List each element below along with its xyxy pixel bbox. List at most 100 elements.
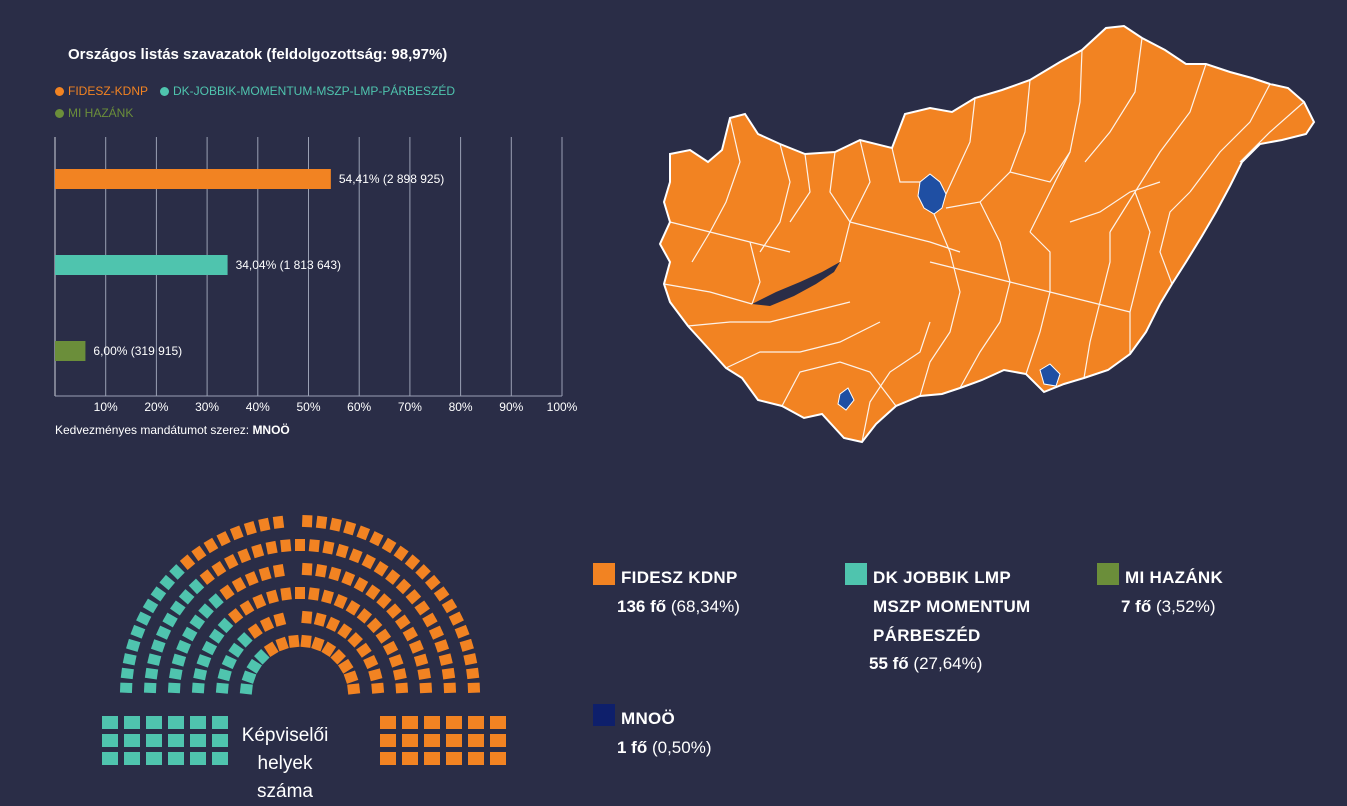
seat: [221, 654, 237, 670]
seat: [366, 617, 383, 634]
seat: [217, 617, 234, 634]
seat: [301, 562, 313, 576]
seat: [337, 623, 353, 639]
legend-label: MI HAZÁNK: [68, 106, 134, 120]
seat: [241, 670, 257, 684]
seat: [443, 682, 457, 694]
seat: [251, 543, 265, 559]
district-border: [691, 117, 741, 263]
seat: [168, 716, 184, 729]
district-border: [669, 221, 791, 253]
seat: [441, 667, 456, 680]
seat-legend-fidesz: FIDESZ KDNP 136 fő (68,34%): [593, 563, 813, 623]
seat: [313, 612, 327, 627]
seat-legend-mnoo: MNOÖ 1 fő (0,50%): [593, 704, 793, 758]
seat: [295, 539, 305, 551]
seat-legend-swatch: [593, 563, 615, 585]
map-outline: [658, 24, 1316, 444]
district-border: [849, 139, 871, 223]
x-tick-label: 70%: [398, 400, 422, 414]
seat: [356, 642, 372, 658]
x-tick-label: 40%: [246, 400, 270, 414]
seat-legend-count: 55 fő (27,64%): [869, 654, 983, 673]
seat: [301, 610, 313, 624]
seat-legend-name: FIDESZ KDNP: [621, 568, 738, 587]
seat: [448, 611, 464, 626]
seat: [402, 734, 418, 747]
seat: [441, 598, 458, 614]
district-border: [1239, 101, 1305, 163]
bar-data-label: 54,41% (2 898 925): [339, 172, 444, 186]
x-tick-label: 50%: [296, 400, 320, 414]
district-border: [789, 153, 811, 223]
seat: [273, 612, 287, 627]
seat: [146, 752, 162, 765]
seat: [468, 734, 484, 747]
seat: [308, 587, 320, 601]
pecs-highlight: [837, 387, 855, 411]
seat: [263, 641, 279, 658]
district-border: [687, 301, 851, 327]
seat: [120, 667, 134, 680]
district-border: [1109, 63, 1207, 233]
seat: [224, 554, 239, 570]
district-border: [759, 143, 791, 253]
district-border: [663, 283, 753, 305]
seat: [265, 540, 278, 555]
legend-item-opposition: DK-JOBBIK-MOMENTUM-MSZP-LMP-PÁRBESZÉD: [160, 84, 455, 98]
hungary-map: [658, 24, 1316, 444]
legend-dot: [160, 86, 169, 96]
seat: [272, 564, 285, 578]
district-border: [1129, 191, 1151, 354]
seat: [212, 716, 228, 729]
seat: [196, 654, 212, 668]
seat: [393, 545, 409, 562]
seat: [259, 616, 275, 632]
seat: [243, 521, 257, 536]
legend-item-fidesz: FIDESZ-KDNP: [55, 84, 148, 98]
seat-legend-count: 1 fő (0,50%): [617, 738, 712, 757]
seat: [424, 574, 441, 591]
seat: [167, 682, 181, 694]
seat: [368, 668, 383, 682]
szeged-highlight: [1039, 363, 1061, 387]
seat: [193, 668, 208, 681]
seat: [394, 614, 411, 630]
seat: [124, 716, 140, 729]
seat: [237, 632, 253, 648]
seat-legend-name: DK JOBBIK LMP MSZP MOMENTUM PÁRBESZÉD: [873, 568, 1031, 645]
seat: [216, 531, 231, 547]
seat-legend-swatch: [845, 563, 867, 585]
seat: [347, 683, 361, 695]
seat: [325, 616, 341, 632]
legend-label: DK-JOBBIK-MOMENTUM-MSZP-LMP-PÁRBESZÉD: [173, 84, 456, 98]
seat: [237, 548, 252, 564]
seat: [345, 600, 361, 616]
seat: [375, 628, 392, 644]
seat: [415, 564, 431, 580]
district-border: [849, 221, 961, 253]
seat: [490, 734, 506, 747]
seat: [156, 625, 172, 640]
bar: [55, 255, 228, 275]
bar-data-label: 34,04% (1 813 643): [236, 258, 341, 272]
seat: [422, 612, 438, 628]
seat: [246, 658, 263, 674]
seat: [190, 716, 206, 729]
seat: [201, 640, 218, 656]
district-border: [829, 151, 851, 263]
district-border: [725, 321, 881, 369]
seat: [385, 569, 401, 585]
seat: [321, 641, 337, 658]
district-border: [781, 361, 897, 407]
district-border: [929, 261, 1131, 313]
seat: [170, 600, 186, 616]
seat: [217, 668, 232, 682]
seat: [392, 668, 407, 681]
seat: [433, 586, 450, 602]
seat: [191, 682, 205, 694]
legend-item-mihazank: MI HAZÁNK: [55, 106, 133, 120]
seat: [382, 640, 399, 656]
seat: [308, 539, 320, 553]
seat: [405, 589, 422, 605]
